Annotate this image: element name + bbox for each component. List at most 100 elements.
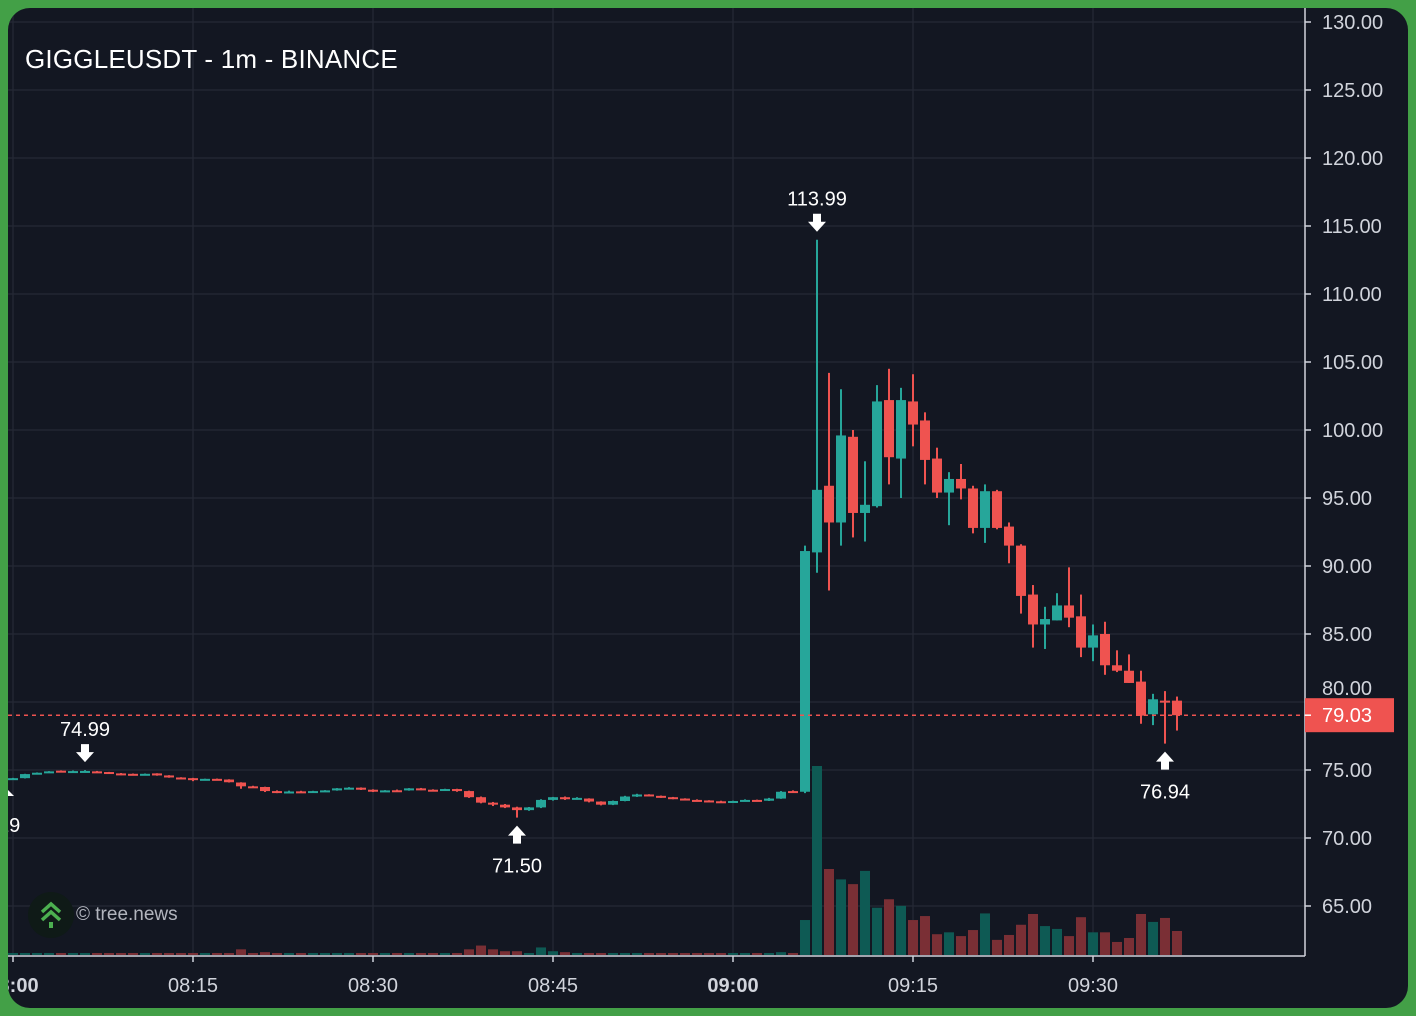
volume-bar bbox=[752, 953, 762, 955]
volume-bar bbox=[416, 953, 426, 955]
candle-body bbox=[428, 789, 438, 792]
volume-bar bbox=[620, 953, 630, 955]
volume-bar bbox=[836, 879, 846, 955]
time-axis-label: 09:00 bbox=[707, 975, 758, 997]
volume-bar bbox=[548, 951, 558, 955]
volume-bar bbox=[716, 953, 726, 955]
price-annotation-low: 76.94 bbox=[1140, 751, 1190, 804]
volume-bar bbox=[488, 949, 498, 955]
volume-bar bbox=[308, 953, 318, 955]
tree-chevrons-icon bbox=[28, 892, 74, 938]
watermark-text: © tree.news bbox=[76, 904, 178, 925]
candle-body bbox=[1100, 634, 1110, 666]
watermark: © tree.news bbox=[28, 892, 178, 938]
volume-bar bbox=[80, 953, 90, 955]
volume-bar bbox=[1100, 932, 1110, 955]
candle-body bbox=[704, 800, 714, 803]
volume-bar bbox=[1064, 936, 1074, 955]
candle-body bbox=[296, 791, 306, 794]
volume-bar bbox=[152, 953, 162, 955]
volume-bar bbox=[500, 951, 510, 955]
candle-body bbox=[68, 771, 78, 774]
volume-bar bbox=[8, 953, 18, 955]
arrow-up-icon bbox=[1156, 751, 1174, 770]
volume-bar bbox=[1112, 941, 1122, 955]
volume-bar bbox=[176, 953, 186, 955]
volume-bar bbox=[824, 869, 834, 955]
price-axis-label: 75.00 bbox=[1322, 760, 1372, 782]
candle-body bbox=[1052, 605, 1062, 621]
volume-bar bbox=[128, 953, 138, 955]
volume-bar bbox=[56, 953, 66, 955]
candle-body bbox=[44, 771, 54, 774]
volume-bar bbox=[68, 953, 78, 955]
volume-bar bbox=[740, 953, 750, 955]
volume-bar bbox=[596, 953, 606, 955]
volume-bar bbox=[140, 953, 150, 955]
volume-bar bbox=[356, 953, 366, 955]
annotation-label: 76.94 bbox=[1140, 782, 1190, 804]
volume-bar bbox=[212, 953, 222, 955]
candlestick-chart[interactable]: 74.99 71.50 113.99 76.94 19 130.00 125.00 120.0… bbox=[8, 8, 1408, 1008]
price-annotation-high: 113.99 bbox=[787, 189, 847, 232]
volume-bar bbox=[368, 953, 378, 955]
volume-bar bbox=[1004, 934, 1014, 955]
volume-bar bbox=[1172, 930, 1182, 955]
candle-body bbox=[200, 778, 210, 781]
volume-bar bbox=[404, 953, 414, 955]
volume-bar bbox=[320, 953, 330, 955]
volume-bar bbox=[428, 953, 438, 955]
candle-body bbox=[80, 770, 90, 773]
volume-bar bbox=[260, 952, 270, 955]
candle-body bbox=[308, 791, 318, 794]
candle-body bbox=[20, 774, 30, 779]
time-axis-label: 09:30 bbox=[1068, 975, 1118, 997]
candle-body bbox=[56, 770, 66, 773]
candle-body bbox=[932, 458, 942, 493]
candle-body bbox=[368, 789, 378, 792]
volume-bar bbox=[968, 930, 978, 955]
volume-bar bbox=[956, 936, 966, 955]
price-axis-label: 90.00 bbox=[1322, 556, 1372, 578]
volume-bar bbox=[236, 949, 246, 955]
price-axis-label: 100.00 bbox=[1322, 420, 1383, 442]
candle-body bbox=[956, 478, 966, 489]
volume-bar bbox=[380, 953, 390, 955]
volume-bar bbox=[284, 953, 294, 955]
candle-body bbox=[896, 400, 906, 459]
volume-bar bbox=[680, 953, 690, 955]
candle-body bbox=[404, 788, 414, 791]
candle-body bbox=[944, 478, 954, 493]
volume-bar bbox=[1052, 928, 1062, 955]
candle-body bbox=[344, 787, 354, 790]
volume-bar bbox=[764, 953, 774, 955]
last-price-label: 79.03 bbox=[1322, 705, 1372, 727]
candle-body bbox=[752, 799, 762, 802]
candle-body bbox=[128, 773, 138, 776]
volume-bar bbox=[884, 899, 894, 955]
volume-bar bbox=[932, 934, 942, 955]
volume-bar bbox=[1136, 913, 1146, 955]
candle-body bbox=[140, 773, 150, 776]
chart-frame: 74.99 71.50 113.99 76.94 19 130.00 125.00 120.0… bbox=[8, 8, 1408, 1008]
volume-bar bbox=[1148, 921, 1158, 955]
volume-bar bbox=[44, 953, 54, 955]
price-annotation-high: 74.99 bbox=[60, 719, 110, 763]
candle-body bbox=[824, 485, 834, 523]
price-axis-label: 65.00 bbox=[1322, 896, 1372, 918]
price-axis-label: 80.00 bbox=[1322, 678, 1372, 700]
candle-body bbox=[1076, 616, 1086, 648]
volume-bar bbox=[104, 953, 114, 955]
volume-bar bbox=[440, 953, 450, 955]
volume-bar bbox=[728, 953, 738, 955]
price-axis-label: 130.00 bbox=[1322, 12, 1383, 34]
candle-body bbox=[1136, 681, 1146, 716]
price-axis-label: 105.00 bbox=[1322, 352, 1383, 374]
volume-bar bbox=[644, 953, 654, 955]
chart-title: GIGGLEUSDT - 1m - BINANCE bbox=[25, 44, 398, 74]
candle-body bbox=[332, 788, 342, 791]
candle-body bbox=[356, 787, 366, 790]
candle-body bbox=[644, 794, 654, 797]
candle-body bbox=[548, 797, 558, 800]
candle-body bbox=[164, 775, 174, 778]
